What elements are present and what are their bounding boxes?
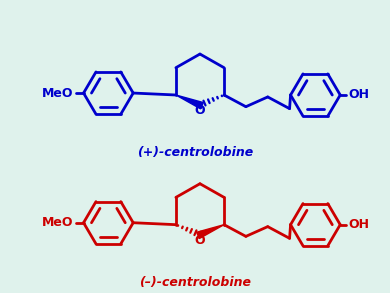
- Polygon shape: [176, 95, 203, 109]
- Text: O: O: [195, 104, 205, 117]
- Text: OH: OH: [348, 218, 369, 231]
- Text: MeO: MeO: [42, 86, 74, 100]
- Text: MeO: MeO: [42, 216, 74, 229]
- Polygon shape: [197, 225, 224, 239]
- Text: OH: OH: [348, 88, 369, 101]
- Text: (+)-centrolobine: (+)-centrolobine: [137, 146, 253, 159]
- Text: O: O: [195, 234, 205, 247]
- Text: (–)-centrolobine: (–)-centrolobine: [139, 276, 251, 289]
